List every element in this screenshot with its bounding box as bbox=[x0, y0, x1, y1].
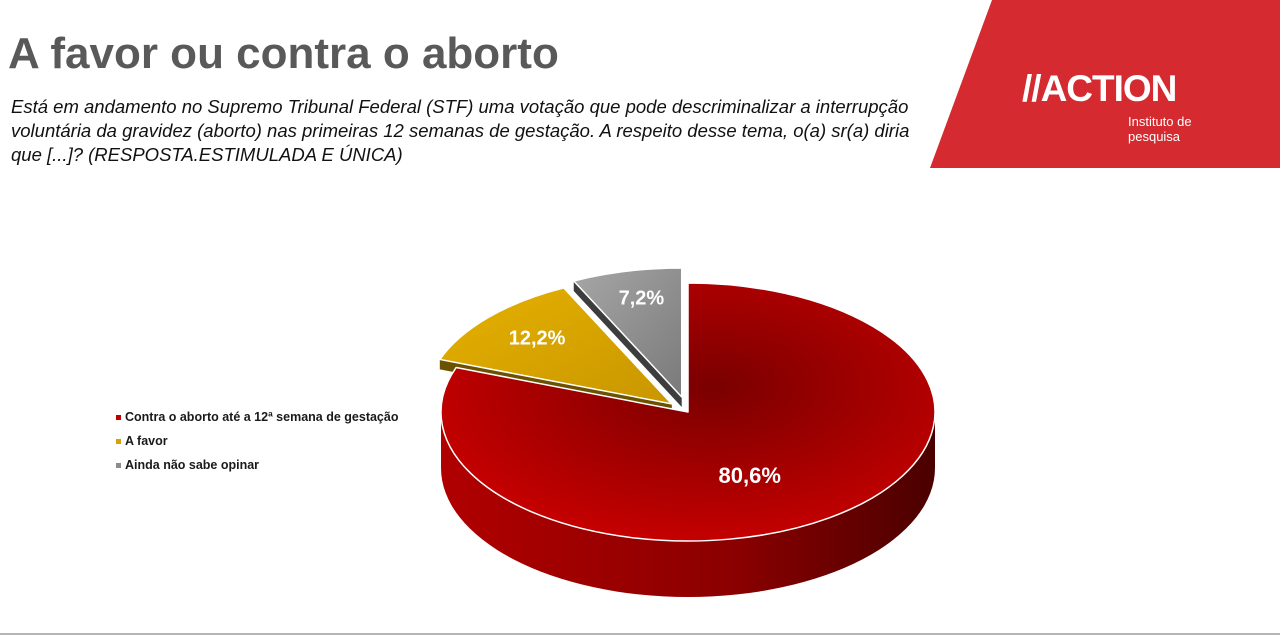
legend-swatch bbox=[116, 414, 121, 420]
legend-item: A favor bbox=[116, 429, 398, 453]
legend-swatch bbox=[116, 462, 121, 468]
legend-label: A favor bbox=[125, 434, 168, 448]
page-title: A favor ou contra o aborto bbox=[8, 29, 559, 78]
brand-banner bbox=[930, 0, 1280, 168]
legend-label: Ainda não sabe opinar bbox=[125, 458, 260, 472]
bottom-rule bbox=[0, 633, 1280, 635]
legend-item: Contra o aborto até a 12ª semana de gest… bbox=[116, 405, 398, 429]
pie-slice bbox=[440, 282, 936, 597]
data-label: 7,2% bbox=[619, 287, 665, 309]
chart-legend: Contra o aborto até a 12ª semana de gest… bbox=[116, 405, 398, 477]
survey-question: Está em andamento no Supremo Tribunal Fe… bbox=[11, 96, 910, 165]
legend-swatch bbox=[116, 438, 121, 444]
pie-slice bbox=[573, 267, 683, 407]
data-label: 80,6% bbox=[719, 463, 781, 488]
legend-label: Contra o aborto até a 12ª semana de gest… bbox=[125, 410, 399, 424]
brand-subtitle: Instituto de pesquisa bbox=[1128, 114, 1192, 144]
data-label: 12,2% bbox=[509, 328, 566, 350]
brand-logo: //ACTION bbox=[1022, 68, 1177, 109]
legend-item: Ainda não sabe opinar bbox=[116, 453, 398, 477]
